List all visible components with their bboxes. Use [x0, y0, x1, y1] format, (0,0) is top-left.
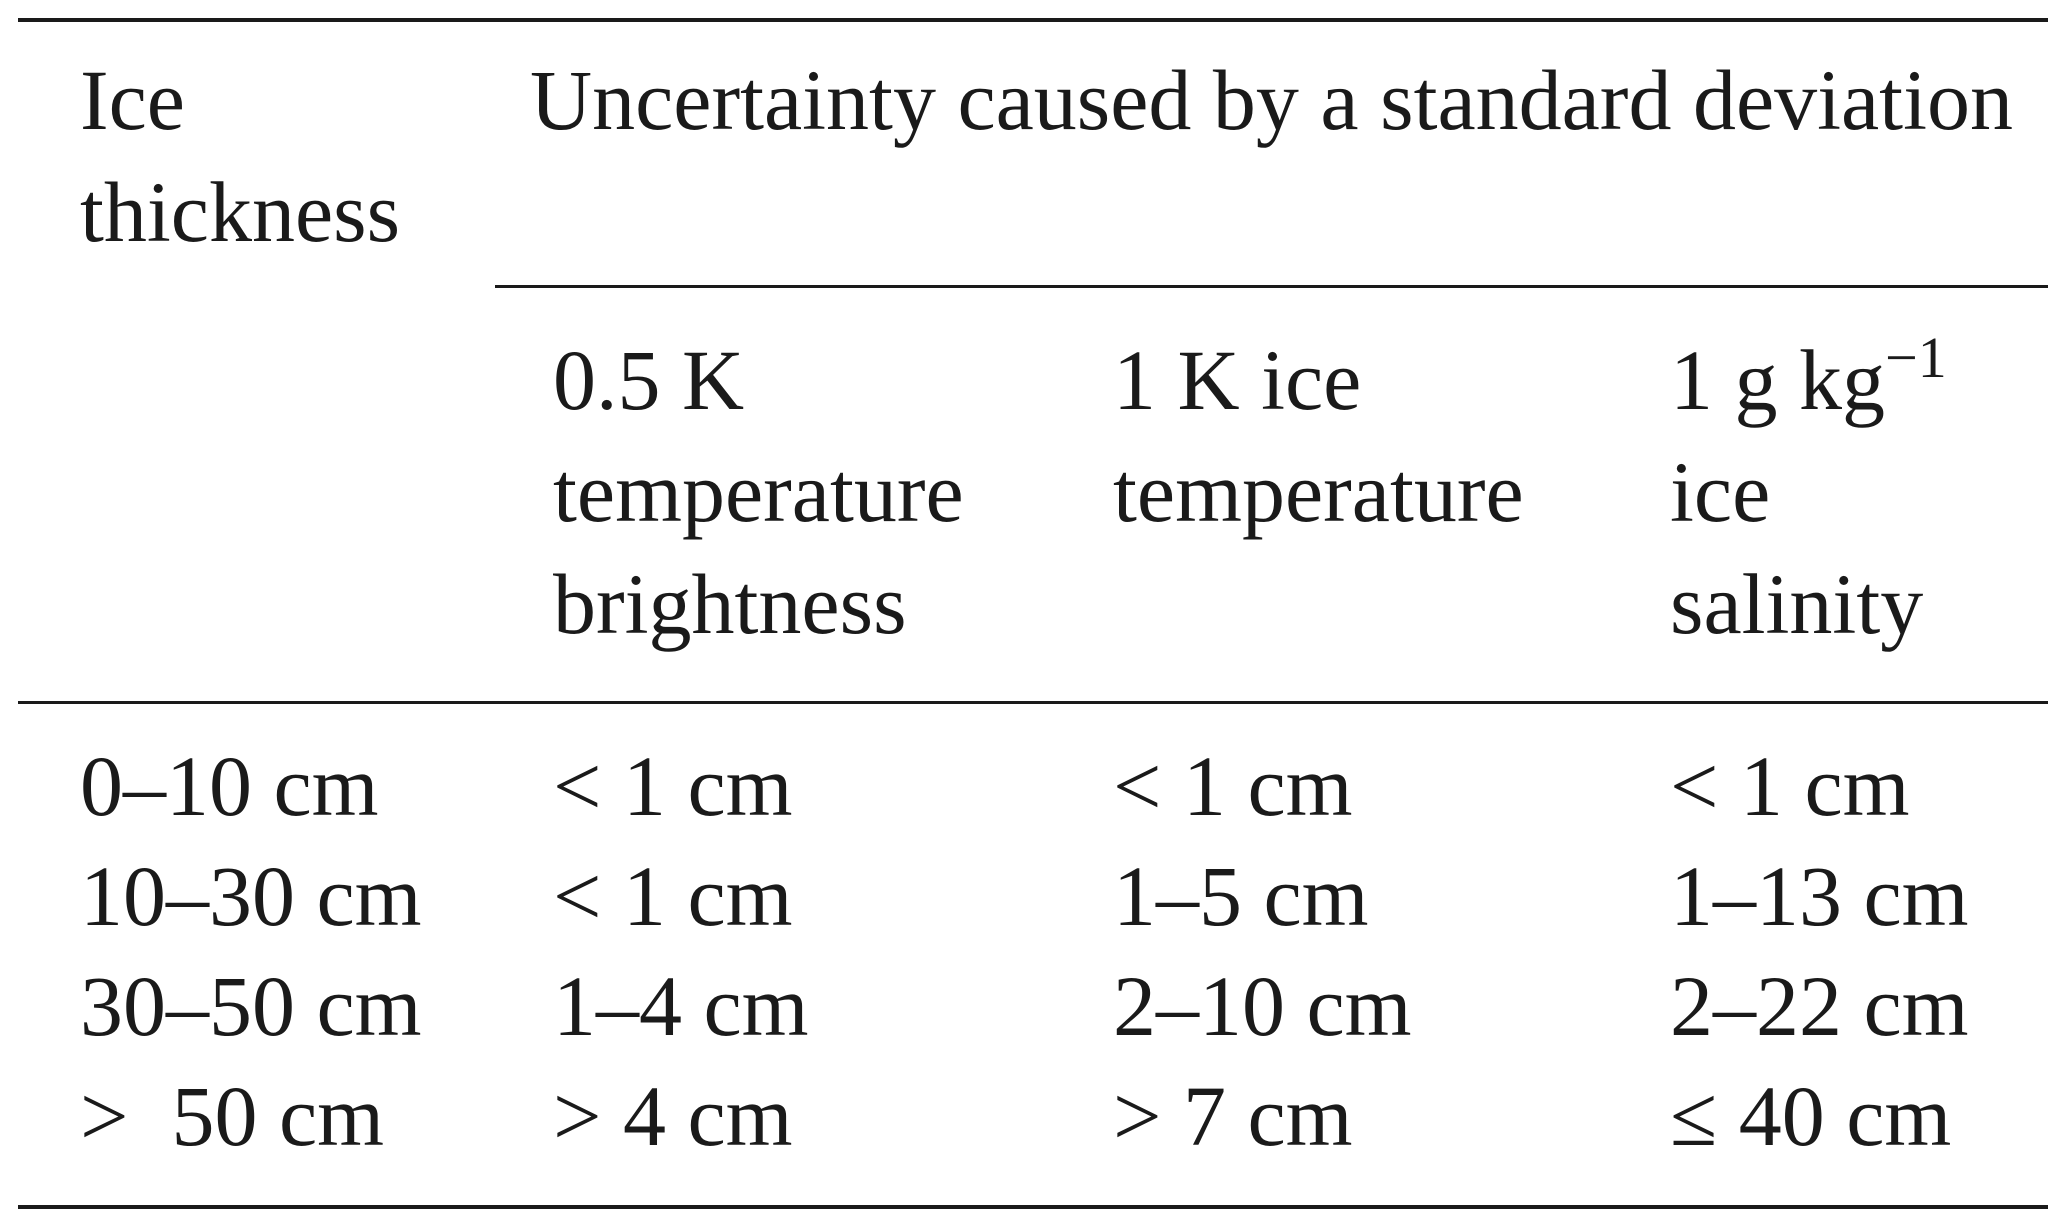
- stub-header: Ice thickness: [80, 44, 400, 268]
- column-header-line: 1 K ice: [1113, 332, 1362, 428]
- column-header-line: 0.5 K: [553, 332, 745, 428]
- unit-base: 1 g kg: [1670, 332, 1885, 428]
- unit-exponent: −1: [1885, 325, 1947, 390]
- column-header-ice-temperature: 1 K ice temperature: [1113, 324, 1524, 548]
- bottom-rule: [18, 1205, 2048, 1209]
- header-rule: [18, 701, 2048, 704]
- cell-ice-temp: 2–10 cm: [1113, 958, 1412, 1054]
- cell-brightness: < 1 cm: [553, 738, 793, 834]
- column-header-salinity: 1 g kg−1 ice salinity: [1670, 324, 1947, 660]
- cell-salinity: 1–13 cm: [1670, 848, 1969, 944]
- stub-header-line-1: Ice: [80, 52, 185, 148]
- column-header-line: salinity: [1670, 556, 1924, 652]
- cell-thickness: 10–30 cm: [80, 848, 422, 944]
- group-header: Uncertainty caused by a standard deviati…: [530, 52, 2013, 148]
- cell-ice-temp: 1–5 cm: [1113, 848, 1369, 944]
- cell-salinity: ≤ 40 cm: [1670, 1068, 1952, 1164]
- column-header-line: brightness: [553, 556, 907, 652]
- column-header-line: temperature: [1113, 444, 1524, 540]
- cell-ice-temp: < 1 cm: [1113, 738, 1353, 834]
- cell-brightness: < 1 cm: [553, 848, 793, 944]
- cell-thickness: > 50 cm: [80, 1068, 385, 1164]
- cell-ice-temp: > 7 cm: [1113, 1068, 1353, 1164]
- column-header-line: temperature: [553, 444, 964, 540]
- cell-brightness: 1–4 cm: [553, 958, 809, 1054]
- cell-thickness: 30–50 cm: [80, 958, 422, 1054]
- cell-thickness: 0–10 cm: [80, 738, 379, 834]
- group-header-rule: [495, 285, 2048, 288]
- cell-salinity: < 1 cm: [1670, 738, 1910, 834]
- column-header-line: ice: [1670, 444, 1771, 540]
- column-header-unit: 1 g kg−1: [1670, 324, 1947, 436]
- stub-header-line-2: thickness: [80, 164, 401, 260]
- cell-salinity: 2–22 cm: [1670, 958, 1969, 1054]
- top-rule: [18, 18, 2048, 22]
- column-header-brightness: 0.5 K temperature brightness: [553, 324, 964, 660]
- cell-brightness: > 4 cm: [553, 1068, 793, 1164]
